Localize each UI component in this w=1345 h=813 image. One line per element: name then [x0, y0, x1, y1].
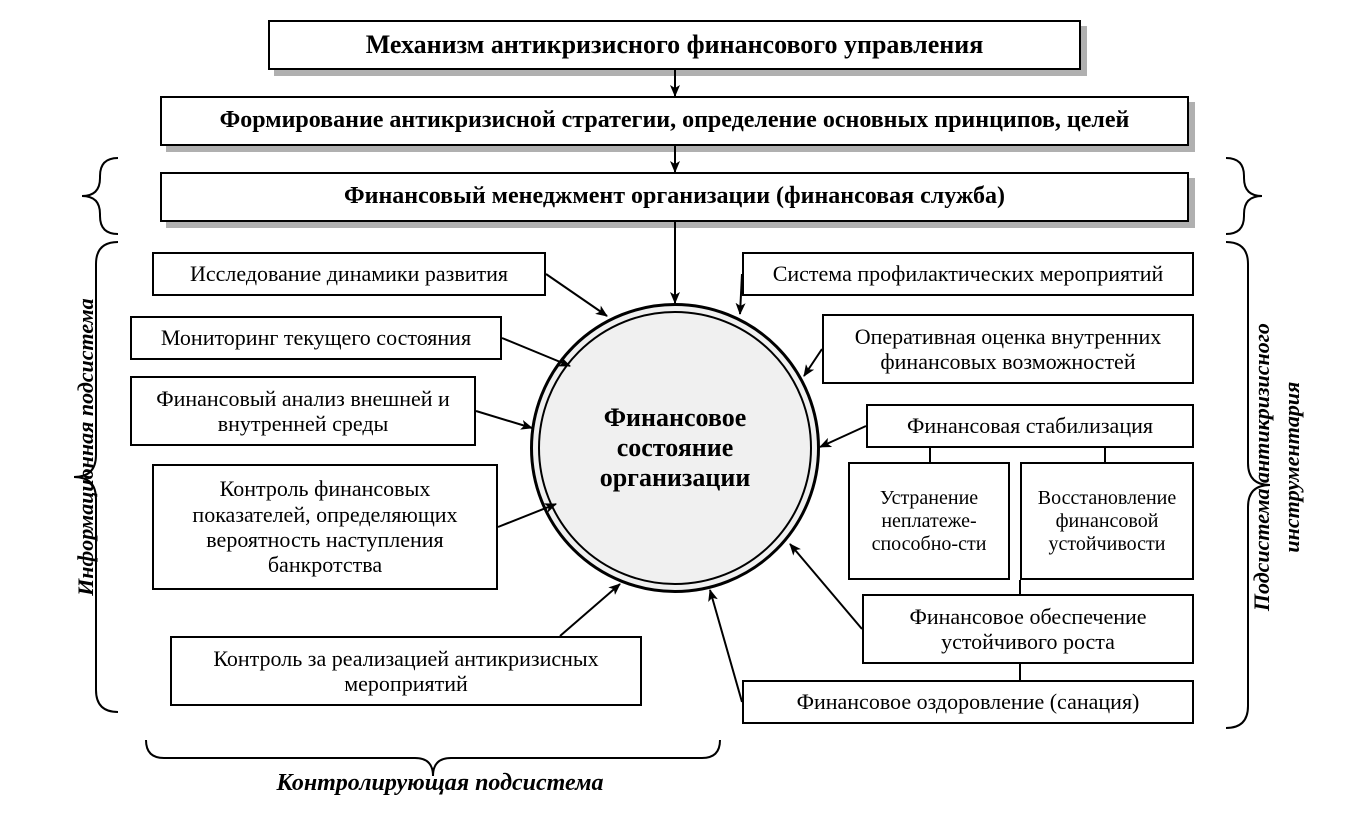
left-box-4-text: Контроль финансовых показателей, определ…: [162, 476, 488, 577]
right-side-label-1: Подсистема антикризисного: [1250, 267, 1274, 667]
left-box-5: Контроль за реализацией антикризисных ме…: [170, 636, 642, 706]
right-box-5-text: Финансовое обеспечение устойчивого роста: [872, 604, 1184, 655]
left-box-4: Контроль финансовых показателей, определ…: [152, 464, 498, 590]
left-box-2-text: Мониторинг текущего состояния: [161, 325, 471, 350]
left-side-label: Информационная подсистема: [74, 247, 98, 647]
arrow-12: [710, 590, 742, 702]
left-box-1-text: Исследование динамики развития: [190, 261, 508, 286]
header-1-box: Механизм антикризисного финансового упра…: [268, 20, 1081, 70]
diagram-stage: Механизм антикризисного финансового упра…: [0, 0, 1345, 813]
bottom-label: Контролирующая подсистема: [230, 770, 650, 797]
header-3-box: Финансовый менеджмент организации (финан…: [160, 172, 1189, 222]
arrow-10: [820, 426, 866, 447]
right-box-4b-text: Восстановление финансовой устойчивости: [1030, 487, 1184, 556]
right-box-1: Система профилактических мероприятий: [742, 252, 1194, 296]
arrow-9: [804, 349, 822, 376]
left-box-3-text: Финансовый анализ внешней и внутренней с…: [140, 386, 466, 437]
right-box-6: Финансовое оздоровление (санация): [742, 680, 1194, 724]
left-box-5-text: Контроль за реализацией антикризисных ме…: [180, 646, 632, 697]
left-box-2: Мониторинг текущего состояния: [130, 316, 502, 360]
right-box-1-text: Система профилактических мероприятий: [773, 261, 1164, 286]
right-box-3: Финансовая стабилизация: [866, 404, 1194, 448]
arrow-7: [560, 584, 620, 636]
right-box-6-text: Финансовое оздоровление (санация): [797, 689, 1140, 714]
left-side-label-text: Информационная подсистема: [73, 298, 98, 596]
center-circle: Финансовое состояние организации: [538, 311, 812, 585]
right-box-2-text: Оперативная оценка внутренних финансовых…: [832, 324, 1184, 375]
arrow-5: [476, 411, 532, 428]
header-1-text: Механизм антикризисного финансового упра…: [366, 30, 984, 60]
right-side-label-2-text: инструментария: [1279, 382, 1304, 553]
header-2-box: Формирование антикризисной стратегии, оп…: [160, 96, 1189, 146]
header-2-text: Формирование антикризисной стратегии, оп…: [220, 107, 1130, 135]
arrow-3: [546, 274, 607, 316]
left-box-1: Исследование динамики развития: [152, 252, 546, 296]
header-3-text: Финансовый менеджмент организации (финан…: [344, 183, 1005, 211]
right-side-label-2: инструментария: [1280, 267, 1304, 667]
right-box-4a: Устранение неплатеже-способно-сти: [848, 462, 1010, 580]
right-box-3-text: Финансовая стабилизация: [907, 413, 1153, 438]
brace-1: [1226, 158, 1262, 234]
right-side-label-1-text: Подсистема антикризисного: [1249, 323, 1274, 611]
center-circle-text: Финансовое состояние организации: [550, 403, 800, 493]
brace-0: [82, 158, 118, 234]
right-box-5: Финансовое обеспечение устойчивого роста: [862, 594, 1194, 664]
right-box-4a-text: Устранение неплатеже-способно-сти: [858, 487, 1000, 556]
left-box-3: Финансовый анализ внешней и внутренней с…: [130, 376, 476, 446]
right-box-4b: Восстановление финансовой устойчивости: [1020, 462, 1194, 580]
bottom-label-text: Контролирующая подсистема: [276, 770, 603, 796]
right-box-2: Оперативная оценка внутренних финансовых…: [822, 314, 1194, 384]
